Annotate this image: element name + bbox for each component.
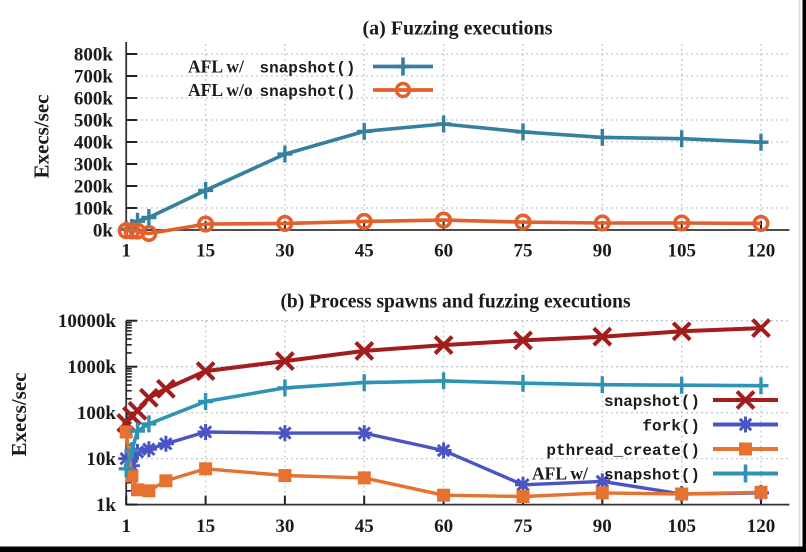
svg-text:800k: 800k — [74, 45, 114, 66]
svg-text:snapshot(): snapshot() — [604, 467, 700, 485]
svg-text:90: 90 — [593, 241, 612, 262]
svg-text:45: 45 — [355, 241, 374, 262]
svg-text:400k: 400k — [74, 133, 114, 154]
svg-text:500k: 500k — [74, 111, 114, 132]
svg-text:90: 90 — [593, 516, 612, 537]
svg-text:(a) Fuzzing executions: (a) Fuzzing executions — [363, 18, 553, 40]
svg-text:Execs/sec: Execs/sec — [30, 95, 54, 179]
svg-text:AFL w/o: AFL w/o — [188, 80, 253, 100]
svg-text:1k: 1k — [96, 495, 117, 516]
svg-text:10k: 10k — [86, 449, 116, 470]
svg-text:300k: 300k — [74, 155, 114, 176]
svg-text:snapshot(): snapshot() — [604, 393, 700, 411]
svg-text:100k: 100k — [74, 199, 114, 220]
svg-text:10000k: 10000k — [58, 311, 117, 332]
svg-text:200k: 200k — [74, 177, 114, 198]
svg-text:(b) Process spawns and fuzzing: (b) Process spawns and fuzzing execution… — [280, 292, 631, 313]
svg-text:snapshot(): snapshot() — [259, 60, 355, 78]
svg-text:60: 60 — [434, 241, 453, 262]
svg-text:75: 75 — [514, 516, 533, 537]
svg-text:1000k: 1000k — [67, 357, 116, 378]
svg-text:30: 30 — [275, 516, 294, 537]
svg-text:60: 60 — [434, 516, 453, 537]
svg-text:AFL w/: AFL w/ — [188, 57, 245, 77]
svg-text:Execs/sec: Execs/sec — [7, 373, 31, 457]
svg-text:120: 120 — [747, 241, 776, 262]
svg-text:fork(): fork() — [642, 418, 700, 436]
svg-text:105: 105 — [667, 516, 696, 537]
svg-text:pthread_create(): pthread_create() — [546, 442, 700, 460]
svg-text:1: 1 — [121, 241, 131, 262]
svg-text:30: 30 — [275, 241, 294, 262]
svg-text:AFL w/: AFL w/ — [532, 464, 589, 484]
svg-text:15: 15 — [196, 241, 215, 262]
svg-text:0k: 0k — [93, 221, 114, 242]
svg-text:75: 75 — [514, 241, 533, 262]
svg-text:600k: 600k — [74, 89, 114, 110]
svg-text:120: 120 — [747, 516, 776, 537]
svg-text:700k: 700k — [74, 67, 114, 88]
svg-text:105: 105 — [667, 241, 696, 262]
svg-text:45: 45 — [355, 516, 374, 537]
svg-text:snapshot(): snapshot() — [259, 83, 355, 101]
svg-text:100k: 100k — [77, 403, 117, 424]
svg-text:1: 1 — [121, 516, 131, 537]
svg-text:15: 15 — [196, 516, 215, 537]
